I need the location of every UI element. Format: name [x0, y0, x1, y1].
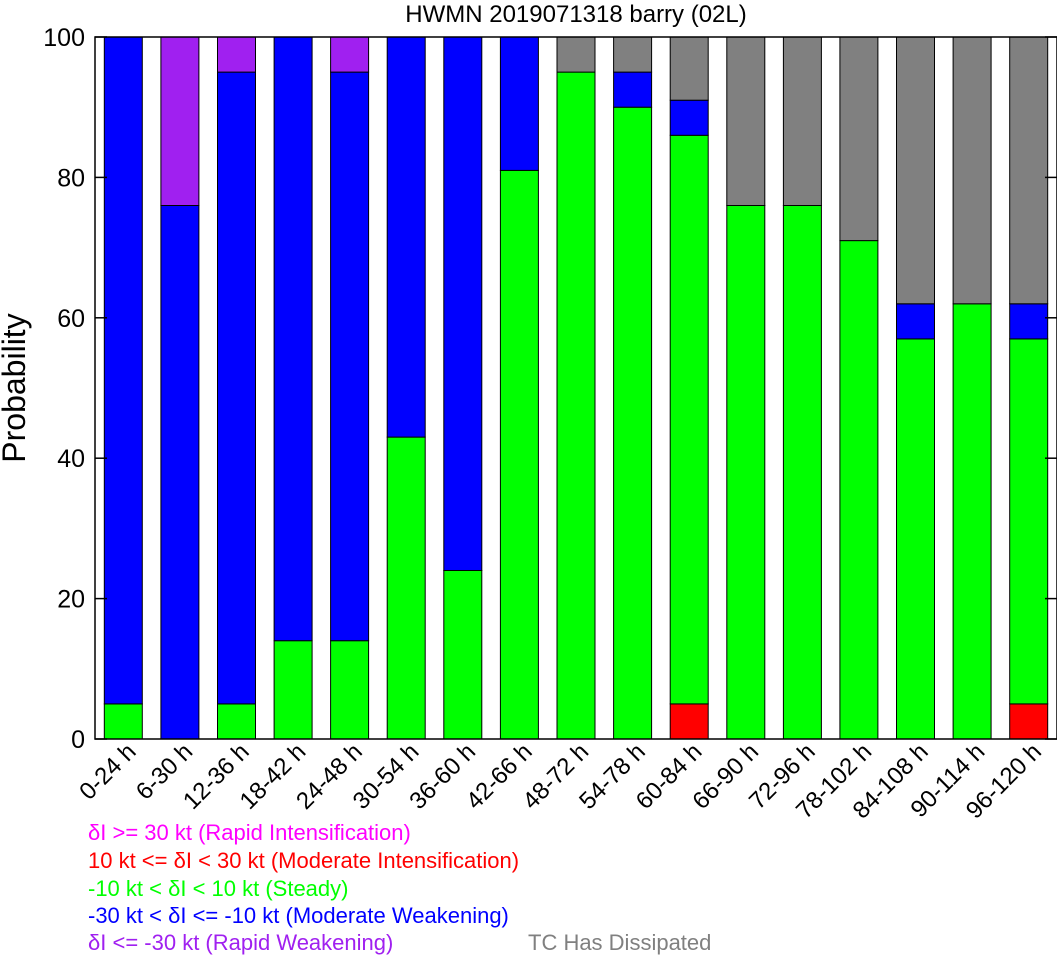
bar-segment-steady-6 [443, 570, 483, 740]
bar-segment-rapid-weakening-2 [217, 36, 256, 73]
y-tick-label-20: 20 [57, 586, 85, 614]
bar-segment-moderate-weakening-9 [613, 71, 653, 108]
legend-rapid-intensification: δI >= 30 kt (Rapid Intensification) [88, 820, 411, 845]
legend-moderate-intensification: 10 kt <= δI < 30 kt (Moderate Intensific… [88, 848, 520, 873]
bar-segment-steady-9 [613, 106, 653, 740]
bar-segment-dissipated-10 [669, 36, 709, 101]
chart-title: HWMN 2019071318 barry (02L) [405, 1, 747, 28]
bar-segment-steady-16 [1009, 338, 1049, 705]
bar-segment-moderate-weakening-0 [103, 36, 143, 705]
bar-segment-moderate-weakening-7 [499, 36, 539, 171]
legend-steady: -10 kt < δI < 10 kt (Steady) [88, 876, 349, 901]
y-tick-label-100: 100 [43, 24, 85, 52]
bar-segment-rapid-weakening-4 [330, 36, 370, 73]
bar-segment-dissipated-8 [556, 36, 596, 73]
bar-segment-moderate-intensification-10 [669, 703, 709, 740]
bar-segment-dissipated-14 [896, 36, 935, 305]
bar-segment-moderate-weakening-1 [160, 205, 200, 740]
y-tick-label-0: 0 [71, 726, 85, 754]
bar-segment-steady-5 [386, 436, 426, 740]
bar-segment-steady-14 [896, 338, 935, 740]
bar-segment-steady-4 [330, 640, 370, 740]
legend-rapid-weakening: δI <= -30 kt (Rapid Weakening) [88, 930, 394, 955]
y-tick-label-40: 40 [57, 445, 85, 473]
bar-segment-dissipated-16 [1009, 36, 1049, 305]
y-axis-ticks: 0 20 40 60 80 100 [43, 24, 1057, 754]
y-tick-label-80: 80 [57, 164, 85, 192]
bar-segment-steady-10 [669, 134, 709, 705]
y-tick-label-60: 60 [57, 305, 85, 333]
bars-group [103, 36, 1049, 740]
bar-segment-steady-13 [839, 240, 879, 740]
bar-segment-steady-11 [726, 205, 766, 740]
bar-segment-steady-12 [782, 205, 822, 740]
bar-segment-steady-3 [273, 640, 313, 740]
bar-segment-moderate-weakening-2 [217, 71, 256, 705]
bar-segment-dissipated-9 [613, 36, 653, 73]
bar-segment-dissipated-12 [782, 36, 822, 206]
y-axis-label: Probability [0, 313, 32, 462]
bar-segment-dissipated-11 [726, 36, 766, 206]
bar-segment-moderate-weakening-14 [896, 303, 935, 340]
bar-segment-moderate-weakening-4 [330, 71, 370, 642]
bar-segment-dissipated-13 [839, 36, 879, 242]
bar-segment-moderate-weakening-3 [273, 36, 313, 642]
bar-segment-steady-2 [217, 703, 256, 740]
bar-segment-moderate-weakening-6 [443, 36, 483, 571]
legend-moderate-weakening: -30 kt < δI <= -10 kt (Moderate Weakenin… [88, 903, 509, 928]
x-axis-ticks: 0-24 h6-30 h12-36 h18-42 h24-48 h30-54 h… [74, 738, 1047, 824]
bar-segment-moderate-weakening-16 [1009, 303, 1049, 340]
bar-segment-steady-0 [103, 703, 143, 740]
bar-segment-rapid-weakening-1 [160, 36, 200, 206]
plot-frame [94, 36, 1057, 740]
legend-dissipated: TC Has Dissipated [528, 930, 712, 955]
bar-segment-steady-8 [556, 71, 596, 740]
bar-segment-moderate-weakening-10 [669, 99, 709, 136]
bar-segment-steady-15 [952, 303, 992, 740]
bar-segment-dissipated-15 [952, 36, 992, 305]
bar-segment-moderate-weakening-5 [386, 36, 426, 438]
bar-segment-steady-7 [499, 169, 539, 740]
bar-segment-moderate-intensification-16 [1009, 703, 1049, 740]
